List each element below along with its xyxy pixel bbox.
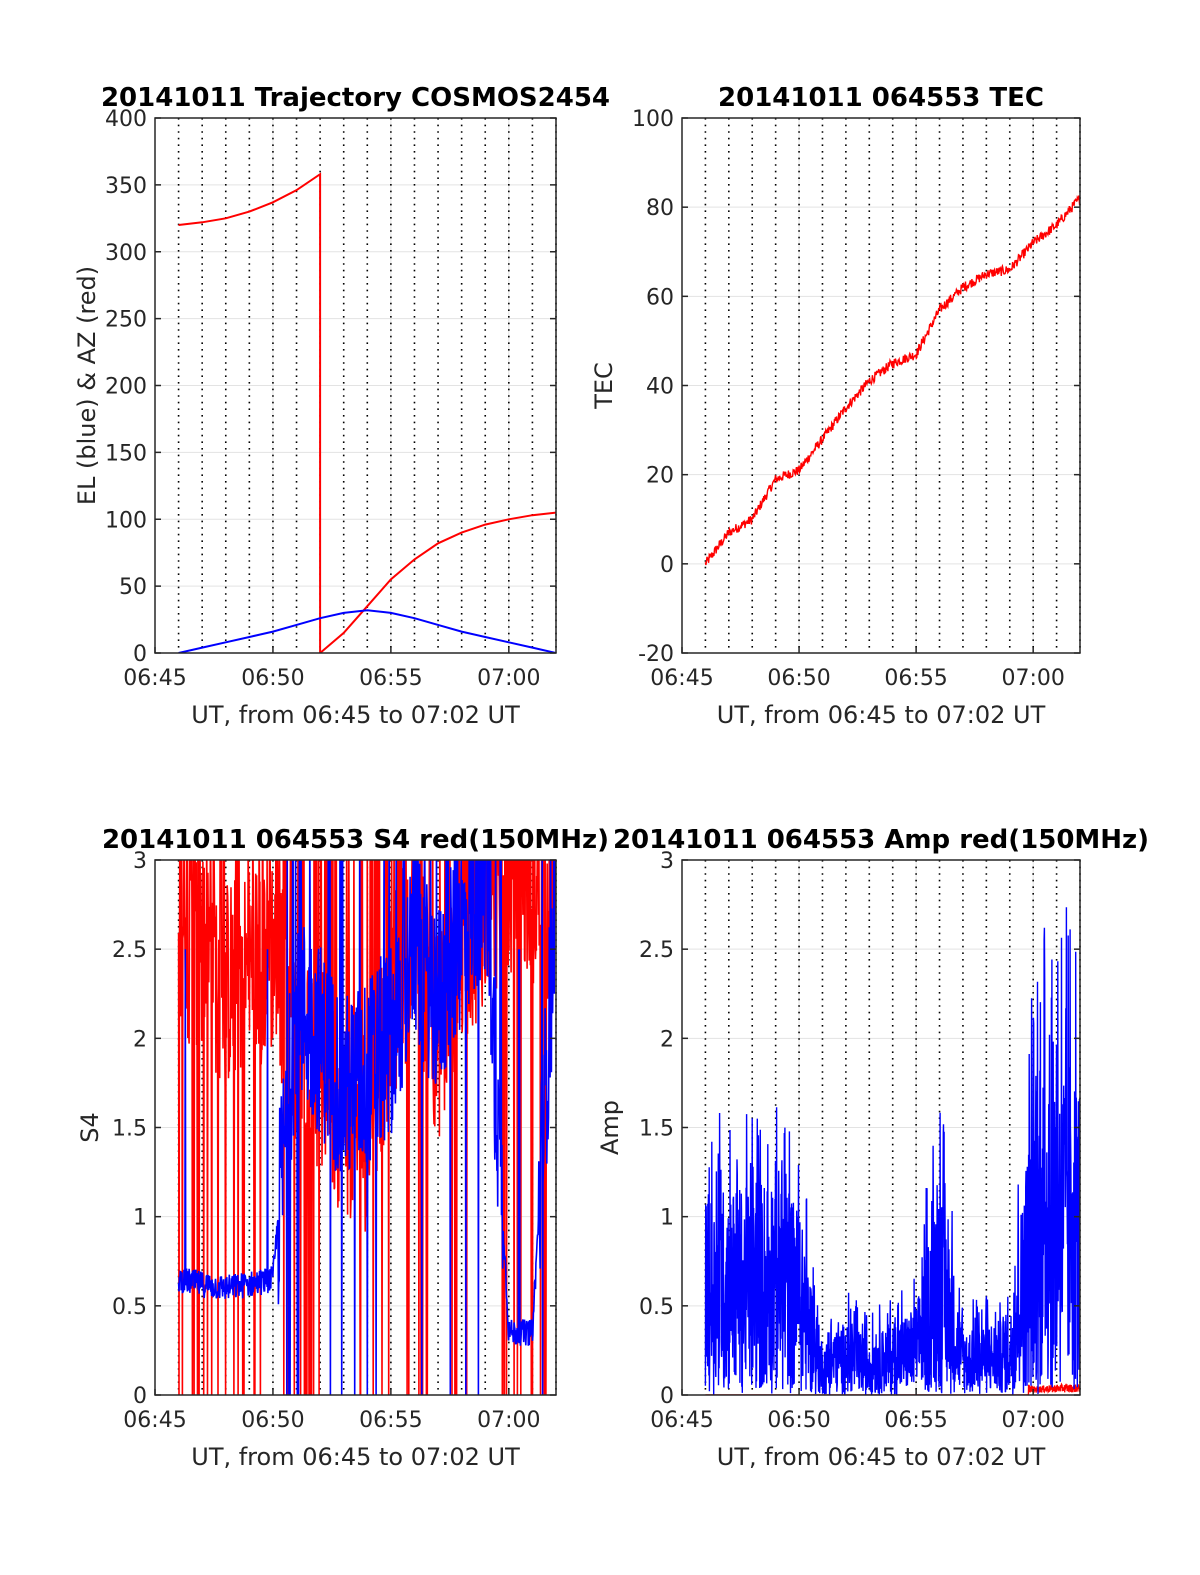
y-tick-label: 400	[105, 107, 147, 132]
y-axis-label: S4	[76, 1112, 104, 1143]
x-tick-label: 07:00	[1001, 1408, 1064, 1433]
x-tick-label: 07:00	[477, 666, 540, 691]
x-tick-label: 06:45	[650, 1408, 713, 1433]
y-tick-label: 80	[646, 196, 674, 221]
series-group	[177, 860, 556, 1395]
x-tick-label: 06:50	[241, 666, 304, 691]
y-tick-label: 40	[646, 375, 674, 400]
y-axis-label: EL (blue) & AZ (red)	[73, 266, 101, 505]
y-tick-label: 250	[105, 308, 147, 333]
y-axis-label: Amp	[596, 1100, 624, 1155]
chart-title: 20141011 Trajectory COSMOS2454	[101, 83, 610, 113]
y-tick-label: 0	[660, 1384, 674, 1409]
y-tick-label: 1	[133, 1206, 147, 1231]
chart-panel-4: 0 0.5 1 1.5 2 2.5 3 06:45 06:50 06:55 07:00 2014101…	[596, 825, 1149, 1471]
y-tick-label: 60	[646, 285, 674, 310]
y-tick-label: 1.5	[112, 1117, 147, 1142]
x-tick-label: 07:00	[477, 1408, 540, 1433]
y-tick-label: 100	[105, 508, 147, 533]
y-tick-label: 1.5	[639, 1117, 674, 1142]
x-tick-label: 06:45	[650, 666, 713, 691]
series-line-1	[178, 172, 556, 653]
y-tick-label: 0	[133, 642, 147, 667]
y-tick-label: 2	[133, 1027, 147, 1052]
x-tick-label: 07:00	[1001, 666, 1064, 691]
y-tick-label: 100	[632, 107, 674, 132]
x-axis-label: UT, from 06:45 to 07:02 UT	[191, 1443, 520, 1471]
y-tick-label: 0	[133, 1384, 147, 1409]
y-tick-label: 300	[105, 241, 147, 266]
y-tick-label: 50	[119, 575, 147, 600]
x-tick-label: 06:55	[359, 666, 422, 691]
x-axis-label: UT, from 06:45 to 07:02 UT	[717, 701, 1046, 729]
chart-panel-3: 0 0.5 1 1.5 2 2.5 3 06:45 06:50 06:55 07:00 2014101…	[76, 825, 609, 1471]
chart-title: 20141011 064553 S4 red(150MHz)	[102, 825, 609, 855]
y-tick-label: 1	[660, 1206, 674, 1231]
series-line-1	[704, 194, 1080, 566]
y-tick-label: 0	[660, 553, 674, 578]
x-axis-label: UT, from 06:45 to 07:02 UT	[717, 1443, 1046, 1471]
y-tick-label: 200	[105, 375, 147, 400]
chart-title: 20141011 064553 TEC	[718, 83, 1044, 113]
y-tick-label: 0.5	[112, 1295, 147, 1320]
y-tick-label: -20	[638, 642, 674, 667]
x-tick-label: 06:55	[359, 1408, 422, 1433]
series-line-2	[178, 609, 556, 653]
x-tick-label: 06:55	[884, 666, 947, 691]
series-line-2	[704, 907, 1080, 1395]
x-tick-label: 06:45	[123, 666, 186, 691]
x-tick-label: 06:50	[241, 1408, 304, 1433]
x-tick-label: 06:50	[767, 1408, 830, 1433]
y-tick-label: 2.5	[112, 938, 147, 963]
x-axis-label: UT, from 06:45 to 07:02 UT	[191, 701, 520, 729]
series-group	[704, 194, 1080, 566]
y-tick-label: 3	[660, 849, 674, 874]
series-group	[704, 907, 1080, 1395]
chart-title: 20141011 064553 Amp red(150MHz)	[613, 825, 1149, 855]
series-group	[178, 172, 556, 653]
x-tick-label: 06:45	[123, 1408, 186, 1433]
series-line-2	[177, 860, 556, 1395]
y-tick-label: 2	[660, 1027, 674, 1052]
x-tick-label: 06:50	[767, 666, 830, 691]
y-tick-label: 20	[646, 464, 674, 489]
series-line-1	[177, 860, 556, 1395]
x-tick-label: 06:55	[884, 1408, 947, 1433]
y-tick-label: 0.5	[639, 1295, 674, 1320]
y-tick-label: 350	[105, 174, 147, 199]
y-tick-label: 2.5	[639, 938, 674, 963]
chart-panel-2: -20 0 20 40 60 80 100 06:45 06:50 06:55 07:00 20141…	[590, 83, 1081, 729]
y-tick-label: 3	[133, 849, 147, 874]
chart-panel-1: 0 50 100 150 200 250 300 350 400 06:45 06:50 06:55 0…	[73, 83, 610, 729]
y-tick-label: 150	[105, 441, 147, 466]
y-axis-label: TEC	[590, 362, 618, 410]
